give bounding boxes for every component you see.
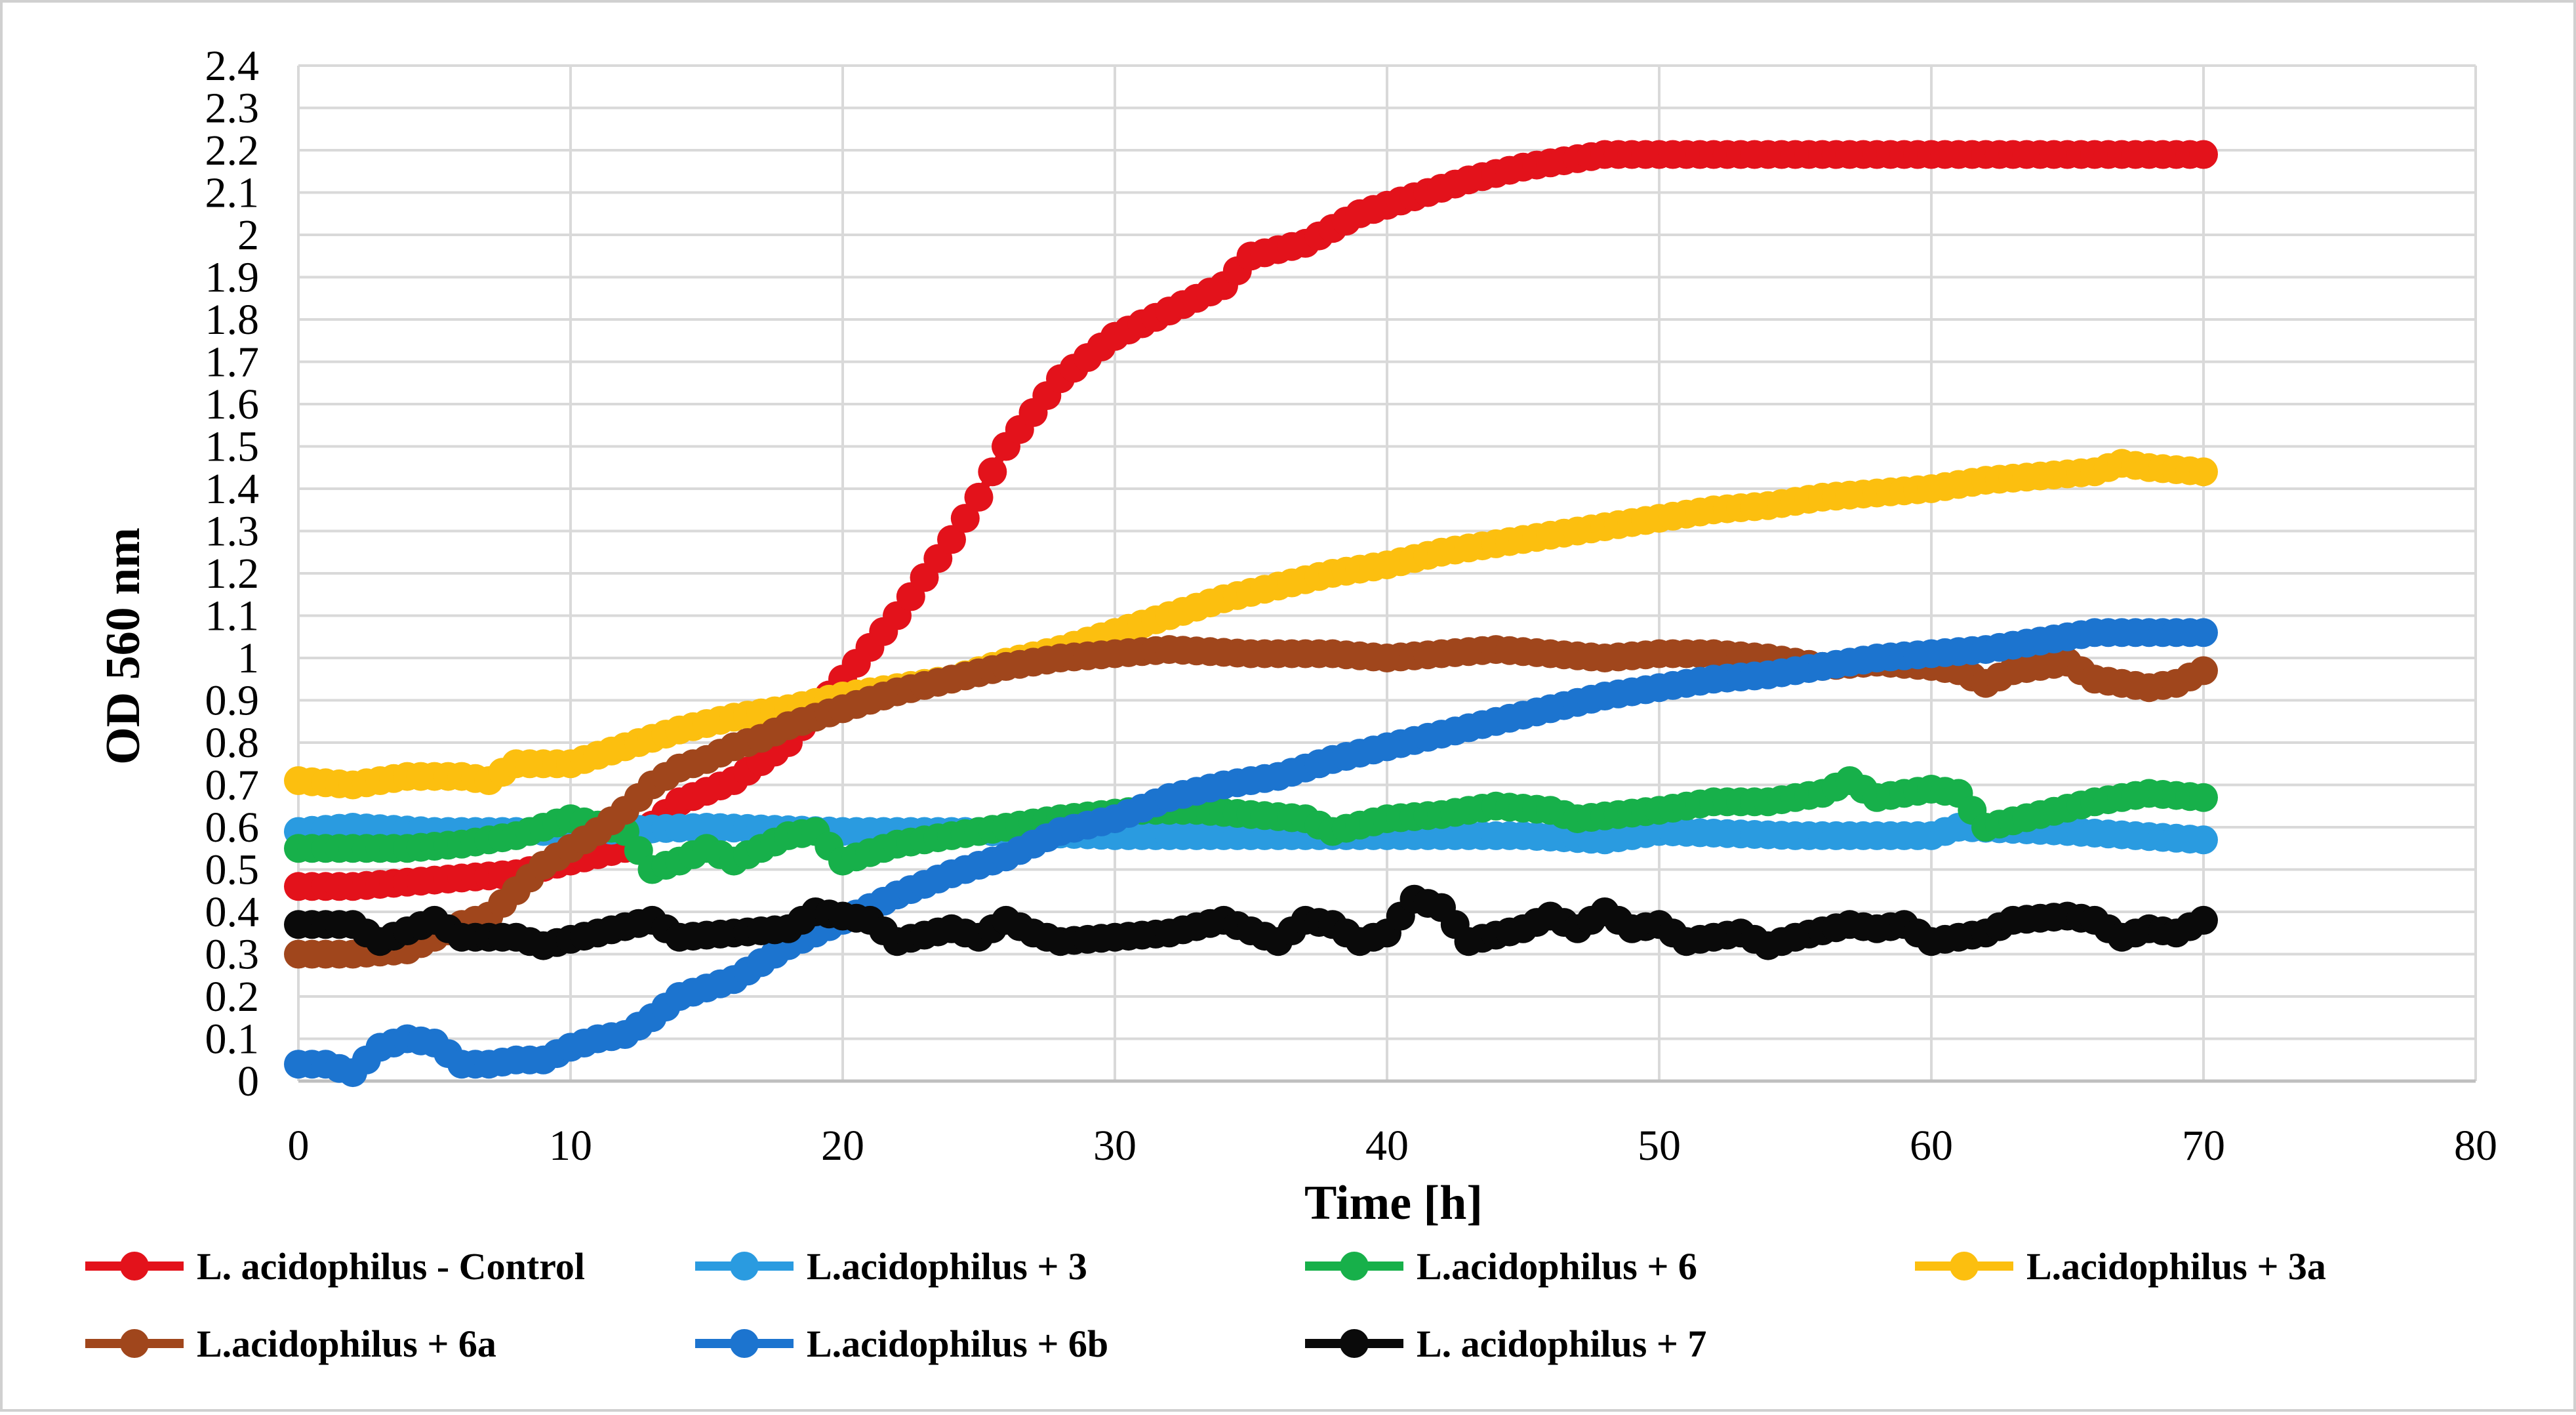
legend-swatch-marker <box>1340 1329 1369 1358</box>
legend-swatch-marker <box>730 1329 759 1358</box>
legend-item: L.acidophilus + 6a <box>85 1323 496 1365</box>
legend-swatch-marker <box>1340 1252 1369 1281</box>
x-tick-label: 30 <box>1093 1122 1137 1170</box>
series-lines <box>284 140 2218 1088</box>
y-tick-label: 0.3 <box>205 931 260 979</box>
x-tick-label: 20 <box>821 1122 864 1170</box>
y-tick-label: 0 <box>237 1057 259 1105</box>
y-tick-label: 2 <box>237 211 259 259</box>
y-tick-label: 0.2 <box>205 973 260 1021</box>
legend-label: L.acidophilus + 6a <box>197 1323 496 1365</box>
data-point <box>2189 140 2218 169</box>
legend-label: L.acidophilus + 3 <box>807 1245 1087 1288</box>
x-tick-label: 50 <box>1638 1122 1681 1170</box>
y-tick-label: 1.9 <box>205 254 260 302</box>
y-tick-label: 1.7 <box>205 338 260 386</box>
legend-label: L.acidophilus + 6b <box>807 1323 1108 1365</box>
legend-swatch-marker <box>120 1329 149 1358</box>
y-tick-label: 2.4 <box>205 42 260 90</box>
tick-labels: 00.10.20.30.40.50.60.70.80.911.11.21.31.… <box>205 42 2498 1170</box>
legend-item: L.acidophilus + 6 <box>1305 1245 1697 1288</box>
x-axis-title: Time [h] <box>1304 1176 1483 1230</box>
data-point <box>2189 618 2218 647</box>
legend-label: L.acidophilus + 6 <box>1417 1245 1697 1288</box>
legend-item: L.acidophilus + 3 <box>695 1245 1087 1288</box>
legend-swatch-marker <box>1950 1252 1979 1281</box>
legend-label: L. acidophilus - Control <box>197 1245 585 1288</box>
data-point <box>937 525 966 554</box>
data-point <box>2189 825 2218 855</box>
y-tick-label: 0.7 <box>205 762 260 810</box>
series-7 <box>284 884 2218 960</box>
y-tick-label: 2.1 <box>205 169 260 217</box>
data-point <box>964 482 994 512</box>
y-axis-title: OD 560 nm <box>96 527 150 765</box>
x-tick-label: 80 <box>2454 1122 2497 1170</box>
y-tick-label: 1.8 <box>205 296 260 344</box>
legend-label: L. acidophilus + 7 <box>1417 1323 1706 1365</box>
legend-item: L. acidophilus + 7 <box>1305 1323 1706 1365</box>
y-tick-label: 1.5 <box>205 423 260 471</box>
x-tick-label: 40 <box>1365 1122 1409 1170</box>
data-point <box>950 504 980 533</box>
legend: L. acidophilus - Control L.acidophilus + … <box>85 1245 2326 1365</box>
y-tick-label: 0.8 <box>205 719 260 767</box>
y-tick-label: 1.4 <box>205 465 260 513</box>
y-tick-label: 0.9 <box>205 677 260 725</box>
data-point <box>978 457 1007 487</box>
data-point <box>2189 905 2218 935</box>
x-tick-label: 10 <box>549 1122 592 1170</box>
y-tick-label: 1.3 <box>205 508 260 556</box>
y-tick-label: 0.4 <box>205 888 260 936</box>
y-tick-label: 0.6 <box>205 804 260 851</box>
series-6 <box>284 618 2218 1088</box>
y-tick-label: 0.5 <box>205 846 260 894</box>
series-4 <box>284 449 2218 800</box>
legend-item: L. acidophilus - Control <box>85 1245 585 1288</box>
series-1 <box>284 140 2218 901</box>
data-point <box>2189 656 2218 686</box>
legend-label: L.acidophilus + 3a <box>2026 1245 2326 1288</box>
y-tick-label: 1.1 <box>205 592 260 640</box>
y-tick-label: 1.6 <box>205 380 260 428</box>
legend-item: L.acidophilus + 6b <box>695 1323 1108 1365</box>
y-tick-label: 2.3 <box>205 85 260 133</box>
y-tick-label: 0.1 <box>205 1015 260 1063</box>
y-tick-label: 1 <box>237 634 259 682</box>
legend-swatch-marker <box>120 1252 149 1281</box>
legend-item: L.acidophilus + 3a <box>1915 1245 2326 1288</box>
x-tick-label: 70 <box>2182 1122 2225 1170</box>
legend-swatch-marker <box>730 1252 759 1281</box>
x-tick-label: 0 <box>288 1122 310 1170</box>
data-point <box>2189 457 2218 487</box>
y-tick-label: 2.2 <box>205 127 260 174</box>
x-tick-label: 60 <box>1910 1122 1953 1170</box>
y-tick-label: 1.2 <box>205 550 260 598</box>
data-point <box>2189 783 2218 812</box>
